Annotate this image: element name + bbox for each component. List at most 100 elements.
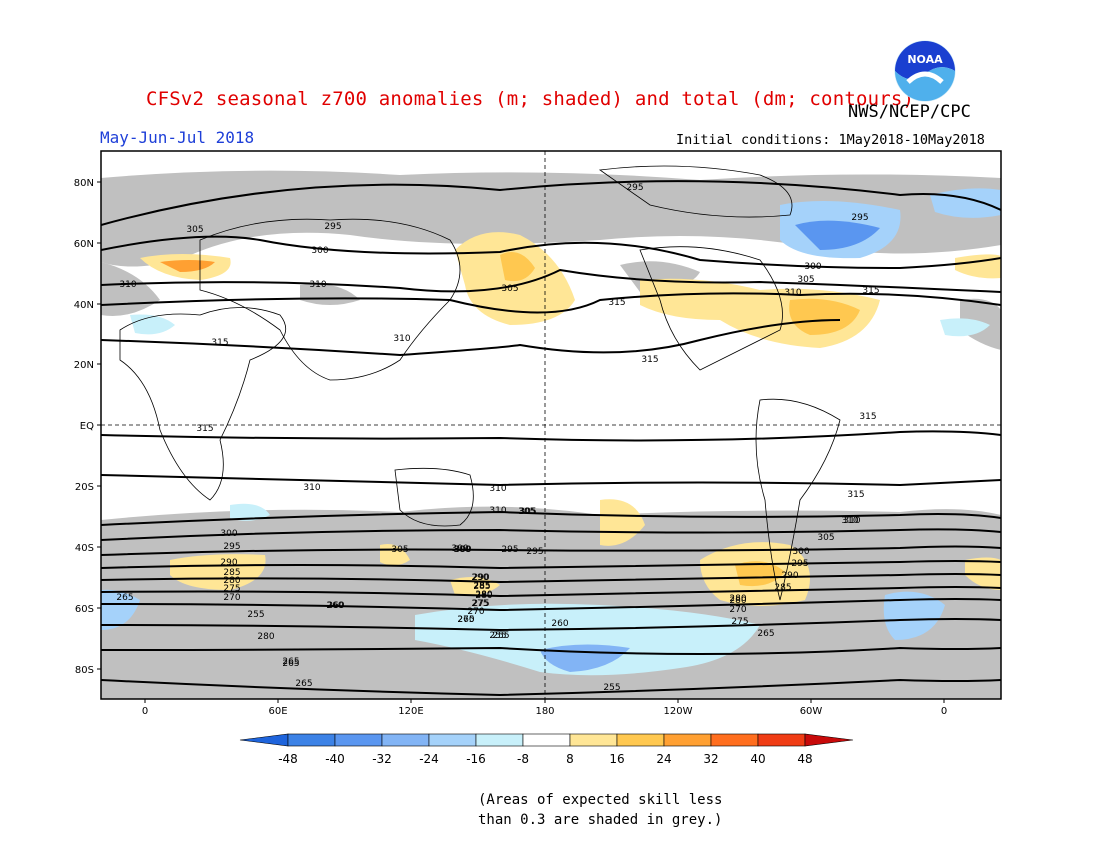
contour-label: 270 — [457, 615, 474, 625]
contour-label: 310 — [119, 280, 136, 290]
contour-label: 305 — [797, 275, 814, 285]
skill-note: (Areas of expected skill less than 0.3 a… — [478, 790, 722, 830]
lat-label: 60S — [75, 604, 94, 615]
contour-label: 300 — [453, 545, 470, 555]
contour-labels: 295 305 295 300 310 310 315 315 310 305 300 305 315 2… — [116, 183, 879, 693]
skill-note-line2: than 0.3 are shaded in grey.) — [478, 812, 723, 828]
contour-label: 295 — [791, 559, 808, 569]
contour-label: 305 — [186, 225, 203, 235]
lon-label: 120E — [398, 706, 423, 717]
contour-label: 265 — [757, 629, 774, 639]
contour-label: 265 — [295, 679, 312, 689]
contour-label: 305 — [501, 284, 518, 294]
colorbar-ticks: -48 -40 -32 -24 -16 -8 8 16 24 32 40 48 — [278, 752, 812, 766]
lat-label: 20N — [74, 360, 94, 371]
lat-labels: 80N 60N 40N 20N EQ 20S 40S 60S 80S — [74, 178, 101, 676]
contour-label: 260 — [551, 619, 568, 629]
logo-text: NOAA — [907, 53, 943, 66]
lon-label: 60W — [800, 706, 823, 717]
colorbar-tick-label: 40 — [750, 752, 765, 766]
contour-label: 315 — [859, 412, 876, 422]
contour-label: 285 — [473, 581, 490, 591]
colorbar-tick-label: -8 — [517, 752, 529, 766]
colorbar-tick-label: -48 — [278, 752, 298, 766]
contour-label: 310 — [303, 483, 320, 493]
contour-label: 280 — [475, 591, 492, 601]
contour-label: 285 — [223, 568, 240, 578]
contour-label: 285 — [774, 583, 791, 593]
contour-label: 305 — [518, 507, 535, 517]
contour-label: 265 — [282, 659, 299, 669]
contour-label: 315 — [862, 286, 879, 296]
colorbar-box — [287, 733, 336, 747]
contour-label: 300 — [220, 529, 237, 539]
contour-label: 310 — [784, 288, 801, 298]
colorbar-left-arrow — [239, 733, 289, 747]
contour-label: 275 — [223, 584, 240, 594]
colorbar-box — [616, 733, 665, 747]
anomaly-shading — [101, 170, 1001, 699]
colorbar-tick-label: -24 — [419, 752, 439, 766]
lat-label: 20S — [75, 482, 94, 493]
contour-label: 310 — [309, 280, 326, 290]
contour-label: 300 — [311, 246, 328, 256]
colorbar-tick-label: 8 — [566, 752, 574, 766]
period-label: May-Jun-Jul 2018 — [100, 128, 255, 147]
lat-label: 80S — [75, 665, 94, 676]
contour-label: 315 — [211, 338, 228, 348]
colorbar-tick-label: 32 — [703, 752, 718, 766]
contour-label: 300 — [792, 547, 809, 557]
colorbar-box — [334, 733, 383, 747]
lon-label: 180 — [535, 706, 554, 717]
colorbar-tick-label: 24 — [656, 752, 671, 766]
lat-label: 40N — [74, 300, 94, 311]
contour-label: 300 — [804, 262, 821, 272]
contour-label: 295 — [223, 542, 240, 552]
contour-label: 290 — [471, 573, 488, 583]
lat-label: EQ — [80, 421, 94, 432]
contour-label: 260 — [326, 601, 343, 611]
contour-label: 280 — [257, 632, 274, 642]
contour-label: 310 — [489, 484, 506, 494]
colorbar-tick-label: -16 — [466, 752, 486, 766]
colorbar: -48 -40 -32 -24 -16 -8 8 16 24 32 40 48 — [239, 733, 854, 766]
colorbar-boxes — [239, 733, 854, 747]
colorbar-tick-label: 16 — [609, 752, 624, 766]
contour-label: 295 — [324, 222, 341, 232]
contour-label: 300 — [454, 545, 471, 555]
chart-title: CFSv2 seasonal z700 anomalies (m; shaded… — [146, 88, 915, 110]
contour-label: 315 — [641, 355, 658, 365]
contour-label: 305 — [817, 533, 834, 543]
contour-label: 280 — [475, 590, 492, 600]
contour-label: 280 — [223, 576, 240, 586]
contour-label: 270 — [729, 605, 746, 615]
lat-label: 40S — [75, 543, 94, 554]
agency-label: NWS/NCEP/CPC — [848, 102, 971, 122]
lat-label: 80N — [74, 178, 94, 189]
contour-label: 295 — [851, 213, 868, 223]
contour-label: 255 — [492, 631, 509, 641]
colorbar-box — [663, 733, 712, 747]
skill-note-line1: (Areas of expected skill less — [478, 792, 723, 808]
contour-label: 315 — [608, 298, 625, 308]
contour-label: 275 — [471, 599, 488, 609]
lon-label: 0 — [142, 706, 148, 717]
initial-conditions-label: Initial conditions: 1May2018-10May2018 — [676, 132, 985, 148]
contour-label: 290 — [220, 558, 237, 568]
colorbar-box — [381, 733, 430, 747]
contour-label: 300 — [451, 544, 468, 554]
contour-label: 285 — [473, 582, 490, 592]
contour-label: 260 — [327, 601, 344, 611]
contour-label: 275 — [472, 599, 489, 609]
contour-label: 255 — [247, 610, 264, 620]
map-panel: 295 305 295 300 310 310 315 315 310 305 300 305 315 2… — [74, 150, 1002, 717]
colorbar-box — [522, 733, 571, 747]
contour-label: 270 — [223, 593, 240, 603]
contour-label: 310 — [841, 516, 858, 526]
colorbar-tick-label: -40 — [325, 752, 345, 766]
colorbar-tick-label: 48 — [797, 752, 812, 766]
lat-label: 60N — [74, 239, 94, 250]
colorbar-box — [428, 733, 477, 747]
contour-label: 290 — [472, 573, 489, 583]
contour-label: 265 — [457, 615, 474, 625]
